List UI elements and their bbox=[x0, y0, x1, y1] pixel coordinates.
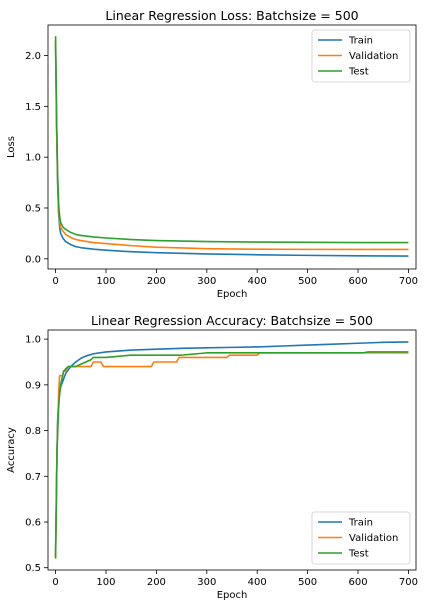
chart-title: Linear Regression Loss: Batchsize = 500 bbox=[105, 8, 358, 23]
y-tick-label: 0.5 bbox=[25, 204, 41, 215]
y-tick-label: 0.6 bbox=[25, 518, 41, 529]
legend-box bbox=[311, 511, 411, 565]
y-tick-label: 2.0 bbox=[25, 51, 41, 62]
legend-box bbox=[311, 29, 411, 83]
x-tick-label: 500 bbox=[298, 276, 317, 287]
x-tick-label: 500 bbox=[298, 577, 317, 588]
y-tick-label: 1.0 bbox=[25, 335, 41, 346]
series-group bbox=[54, 36, 409, 257]
x-tick-label: 100 bbox=[96, 577, 115, 588]
x-tick-label: 0 bbox=[52, 577, 58, 588]
axes-frame bbox=[47, 329, 417, 571]
chart-title: Linear Regression Accuracy: Batchsize = … bbox=[91, 313, 373, 328]
x-tick-label: 400 bbox=[248, 577, 267, 588]
legend-label-test: Test bbox=[348, 67, 369, 78]
x-tick-label: 700 bbox=[399, 276, 418, 287]
x-tick-label: 200 bbox=[147, 276, 166, 287]
y-tick-label: 0.5 bbox=[25, 563, 41, 574]
y-axis-label: Accuracy bbox=[6, 427, 17, 473]
axes-frame bbox=[47, 24, 417, 270]
chart-0: Linear Regression Loss: Batchsize = 500 0… bbox=[6, 8, 418, 300]
legend-label-test: Test bbox=[348, 549, 369, 560]
x-axis-label: Epoch bbox=[217, 590, 248, 601]
x-tick-label: 600 bbox=[348, 276, 367, 287]
y-tick-label: 1.5 bbox=[25, 102, 41, 113]
legend: Train Validation Test bbox=[311, 29, 411, 83]
x-tick-label: 100 bbox=[96, 276, 115, 287]
series-line-test bbox=[54, 36, 409, 244]
legend: Train Validation Test bbox=[311, 511, 411, 565]
x-tick-label: 600 bbox=[348, 577, 367, 588]
y-tick-label: 0.9 bbox=[25, 380, 41, 391]
x-tick-label: 200 bbox=[147, 577, 166, 588]
y-tick-label: 0.0 bbox=[25, 254, 41, 265]
legend-label-train: Train bbox=[348, 518, 373, 529]
chart-1: Linear Regression Accuracy: Batchsize = … bbox=[6, 313, 418, 601]
y-axis-label: Loss bbox=[6, 136, 17, 158]
legend-label-validation: Validation bbox=[349, 51, 398, 62]
series-group bbox=[54, 341, 409, 559]
y-tick-label: 0.7 bbox=[25, 472, 41, 483]
x-tick-label: 400 bbox=[248, 276, 267, 287]
x-tick-label: 300 bbox=[197, 577, 216, 588]
y-tick-label: 0.8 bbox=[25, 426, 41, 437]
x-tick-label: 0 bbox=[52, 276, 58, 287]
x-tick-label: 700 bbox=[399, 577, 418, 588]
legend-label-train: Train bbox=[348, 36, 373, 47]
x-tick-label: 300 bbox=[197, 276, 216, 287]
y-tick-label: 1.0 bbox=[25, 153, 41, 164]
legend-label-validation: Validation bbox=[349, 533, 398, 544]
series-line-test bbox=[54, 351, 409, 559]
x-axis-label: Epoch bbox=[217, 289, 248, 300]
